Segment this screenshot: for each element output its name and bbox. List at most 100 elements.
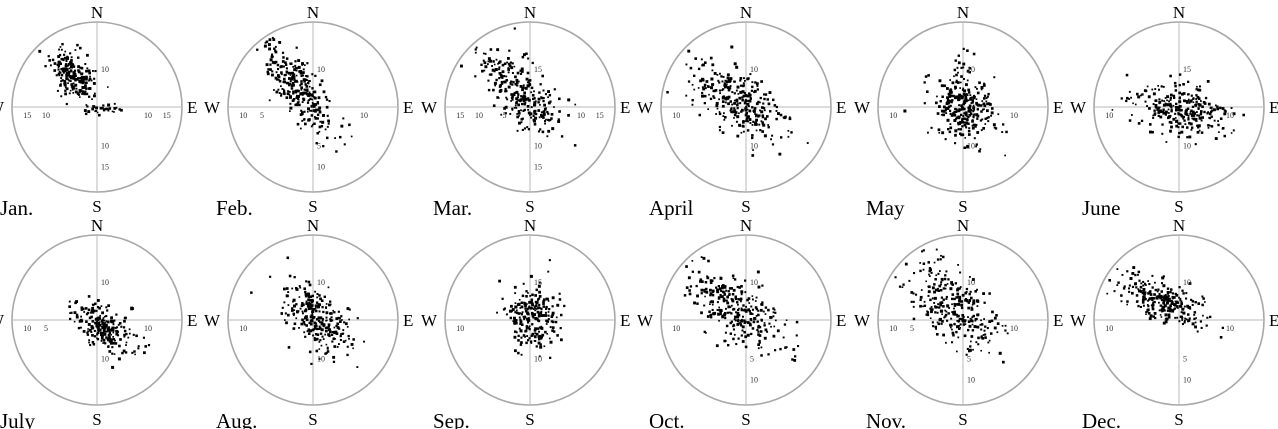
data-point (749, 97, 752, 100)
data-point (968, 299, 972, 302)
data-point (1005, 130, 1008, 134)
data-point (919, 298, 922, 301)
data-point (302, 92, 305, 95)
data-point (322, 114, 325, 117)
data-point (1206, 112, 1209, 115)
data-point (740, 307, 743, 310)
data-point (1154, 88, 1157, 90)
data-point (504, 87, 507, 91)
data-point (326, 350, 330, 353)
data-point (912, 305, 915, 308)
data-point (770, 325, 772, 328)
data-point (956, 325, 959, 329)
data-point (83, 92, 87, 96)
data-point (492, 88, 495, 92)
data-point (282, 91, 286, 95)
data-point (88, 95, 91, 98)
data-point (105, 336, 108, 339)
data-point (101, 318, 104, 322)
data-point (295, 288, 299, 291)
data-point (274, 76, 278, 80)
data-point (741, 99, 744, 102)
data-point (762, 310, 765, 313)
data-point (115, 332, 119, 336)
data-point (318, 294, 321, 297)
data-point (983, 301, 986, 304)
data-point (107, 103, 111, 107)
data-point (342, 332, 345, 335)
data-point (60, 48, 63, 51)
tick-label-east: 10 (1010, 324, 1018, 333)
data-point (1202, 297, 1205, 300)
data-point (521, 95, 525, 99)
data-point (755, 308, 758, 311)
data-point (308, 304, 312, 308)
data-point (525, 295, 528, 298)
data-point (505, 313, 508, 316)
data-point (500, 113, 503, 116)
data-point (942, 333, 945, 337)
data-point (554, 320, 558, 324)
data-point (332, 337, 335, 340)
data-point (982, 84, 986, 87)
data-point (519, 343, 523, 346)
data-point (744, 291, 747, 294)
data-point (272, 38, 276, 41)
data-point (135, 334, 138, 338)
data-point (104, 322, 107, 324)
data-point (98, 323, 102, 327)
data-point (1158, 293, 1161, 296)
data-point (1188, 121, 1191, 125)
data-point (60, 58, 63, 60)
data-point (947, 278, 950, 281)
data-point (307, 80, 310, 82)
data-point (1180, 311, 1183, 314)
data-point (956, 287, 959, 290)
data-point (1219, 117, 1223, 120)
data-point (1170, 288, 1173, 291)
data-point (533, 335, 536, 338)
data-point (775, 105, 778, 109)
data-point (101, 326, 105, 330)
data-point (1160, 308, 1164, 312)
data-point (934, 311, 937, 314)
data-point (527, 128, 530, 131)
data-point (533, 110, 536, 113)
data-point (1216, 107, 1219, 111)
data-point (99, 314, 101, 317)
data-point (519, 98, 523, 101)
data-point (775, 117, 778, 121)
data-point (1166, 297, 1170, 301)
data-point (758, 334, 762, 337)
panel-7: NSWEJuly101010510 (0, 216, 197, 429)
data-point (308, 299, 312, 302)
tick-label-west: 10 (1105, 324, 1113, 333)
data-point (944, 313, 948, 317)
data-point (84, 84, 87, 87)
data-point (957, 320, 960, 323)
data-point (64, 63, 68, 66)
data-point (1183, 99, 1186, 103)
data-point (1179, 105, 1182, 108)
data-point (1162, 111, 1166, 115)
data-point (531, 61, 534, 65)
data-point (520, 121, 523, 124)
data-point (70, 311, 73, 314)
data-point (321, 335, 324, 338)
tick-label-south: 10 (317, 354, 325, 363)
data-point (491, 68, 495, 72)
data-point (972, 299, 976, 303)
data-point (123, 329, 127, 333)
data-point (110, 333, 112, 336)
data-point (137, 345, 140, 348)
direction-west: W (637, 311, 654, 330)
data-point (80, 81, 82, 84)
data-point (1151, 88, 1154, 91)
data-point (266, 72, 270, 76)
data-point (772, 334, 776, 338)
data-point (1203, 102, 1207, 105)
data-point (970, 296, 973, 300)
data-point (1158, 309, 1161, 312)
data-point (311, 328, 315, 332)
